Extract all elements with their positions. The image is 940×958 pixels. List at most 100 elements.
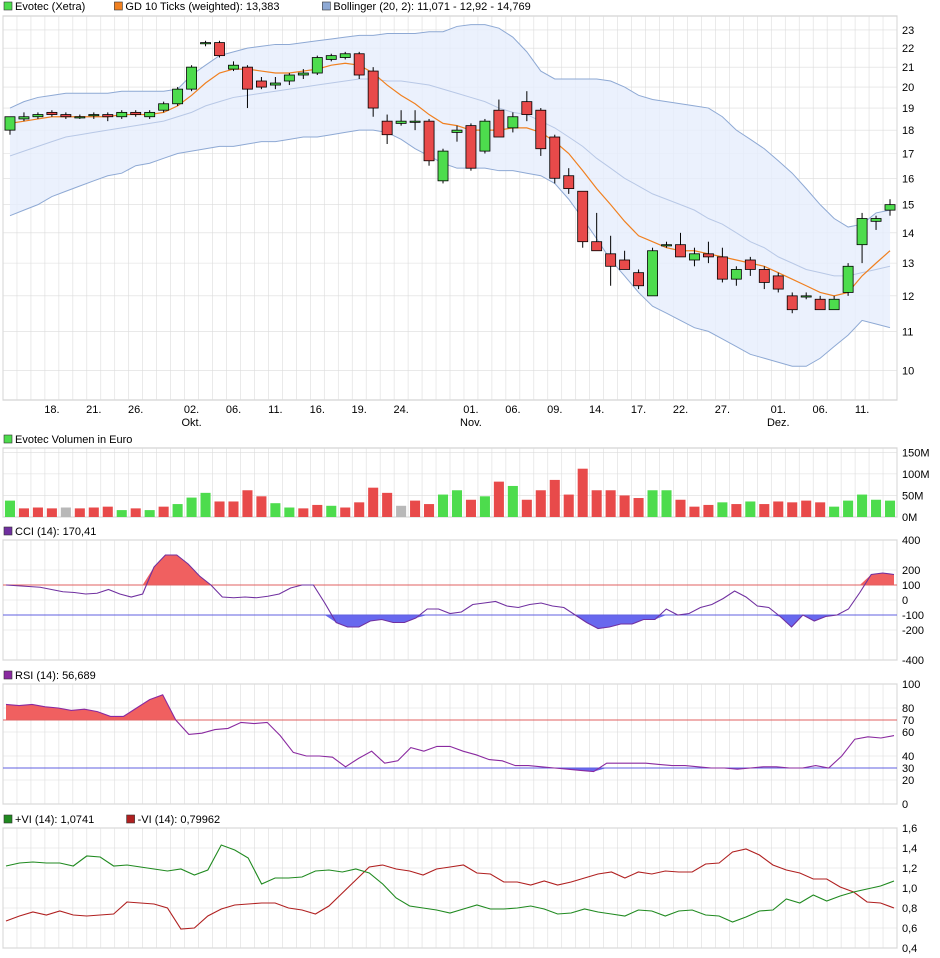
vortex-y-tick-label: 1,2 <box>902 863 917 875</box>
volume-bar <box>144 510 155 517</box>
candle-body <box>758 269 770 283</box>
price-x-axis: 18. 21. 26. 02. 06. 11. 16. 19. 24. 01. 06. 09. 14. 1… <box>44 404 869 429</box>
volume-bar <box>577 468 588 517</box>
volume-bar <box>647 490 658 517</box>
volume-bar <box>857 494 868 517</box>
x-tick-label: 06. <box>226 404 241 416</box>
x-tick-label: 01. <box>771 404 786 416</box>
price-y-tick-label: 22 <box>902 43 914 55</box>
x-tick-label: 06. <box>505 404 520 416</box>
x-tick-label: 16. <box>310 404 325 416</box>
volume-y-tick-label: 150M <box>902 447 930 459</box>
candle-body <box>144 111 156 118</box>
candle-body <box>381 120 393 136</box>
rsi-y-tick-label: 30 <box>902 763 914 775</box>
volume-bar <box>451 490 463 517</box>
price-y-tick-label: 12 <box>902 291 914 303</box>
volume-bar <box>829 506 840 517</box>
bollinger-lower-line <box>9 129 891 367</box>
cci-y-tick-label: -100 <box>902 610 924 622</box>
x-tick-label: 09. <box>547 404 562 416</box>
x-tick-label: 21. <box>86 404 101 416</box>
candle-body <box>521 101 533 115</box>
volume-bar <box>884 500 896 517</box>
volume-bar <box>410 500 421 517</box>
volume-bar <box>717 502 728 517</box>
volume-bar <box>437 494 449 517</box>
volume-bar <box>787 502 798 517</box>
x-tick-label: 02. <box>184 404 199 416</box>
candle-body <box>409 120 421 123</box>
candle-body <box>74 116 86 119</box>
volume-bar <box>396 505 407 517</box>
price-legend-label-2: Bollinger (20, 2): 11,071 - 12,92 - 14,7… <box>333 1 530 13</box>
price-y-tick-label: 10 <box>902 365 914 377</box>
candle-body <box>800 295 812 298</box>
candle-body <box>465 125 477 169</box>
candle-body <box>339 53 351 58</box>
x-tick-label: 22. <box>673 404 688 416</box>
x-tick-label: 17. <box>631 404 646 416</box>
cci-y-tick-label: 400 <box>902 535 920 547</box>
candle-body <box>647 250 658 297</box>
volume-bar <box>116 510 127 517</box>
volume-bar <box>186 497 197 517</box>
candle-body <box>353 53 365 76</box>
x-tick-label: 26. <box>128 404 143 416</box>
volume-bar <box>312 504 323 517</box>
vortex-y-tick-label: 1,4 <box>902 843 917 855</box>
x-tick-label: 27. <box>715 404 730 416</box>
volume-bar <box>102 506 113 517</box>
volume-bar <box>731 504 742 517</box>
volume-bar <box>340 507 351 517</box>
volume-bar <box>535 490 546 517</box>
volume-bar <box>465 499 476 517</box>
cci-y-tick-label: 100 <box>902 580 920 592</box>
candle-body <box>786 295 798 311</box>
gd10-line <box>9 62 891 297</box>
candles <box>4 40 896 314</box>
volume-bar <box>549 479 560 517</box>
candle-body <box>605 253 617 267</box>
volume-bar <box>32 507 43 517</box>
x-tick-label: 11. <box>855 404 869 416</box>
volume-legend-swatch-0 <box>3 434 13 444</box>
candle-body <box>535 109 547 150</box>
price-legend-swatch-2 <box>322 1 331 11</box>
candle-body <box>702 253 714 258</box>
candle-body <box>675 244 686 258</box>
candle-body <box>297 72 309 76</box>
volume-bar <box>759 504 770 517</box>
volume-bar <box>256 496 267 517</box>
vortex-legend-swatch-1 <box>126 814 135 824</box>
volume-bar <box>745 501 756 517</box>
cci-y-tick-label: -400 <box>902 655 924 667</box>
price-y-tick-label: 14 <box>902 228 914 240</box>
x-tick-label: 06. <box>813 404 828 416</box>
candle-body <box>772 275 784 290</box>
candle-body <box>689 253 700 261</box>
candle-body <box>842 265 854 293</box>
candle-body <box>130 111 142 115</box>
candle-body <box>172 88 184 105</box>
rsi-y-tick-label: 20 <box>902 775 914 787</box>
volume-bar <box>703 504 714 517</box>
x-tick-label: 14. <box>589 404 604 416</box>
candle-body <box>242 66 253 90</box>
volume-bar <box>507 485 518 517</box>
bollinger-band <box>9 24 891 367</box>
vortex-legend-label-0: +VI (14): 1,0741 <box>15 814 94 826</box>
vortex-legend-label-1: -VI (14): 0,79962 <box>138 814 221 826</box>
price-y-tick-label: 13 <box>902 258 914 270</box>
x-tick-label: 24. <box>393 404 408 416</box>
vortex-y-tick-label: 0,4 <box>902 943 917 955</box>
volume-bar <box>298 508 309 517</box>
candle-body <box>269 82 281 86</box>
vortex-y-tick-label: 0,8 <box>902 903 917 915</box>
volume-bar <box>354 502 365 517</box>
candle-body <box>814 298 826 311</box>
price-y-tick-label: 16 <box>902 173 914 185</box>
cci-y-tick-label: -200 <box>902 625 924 637</box>
month-label: Nov. <box>460 417 482 429</box>
candle-body <box>884 204 896 211</box>
